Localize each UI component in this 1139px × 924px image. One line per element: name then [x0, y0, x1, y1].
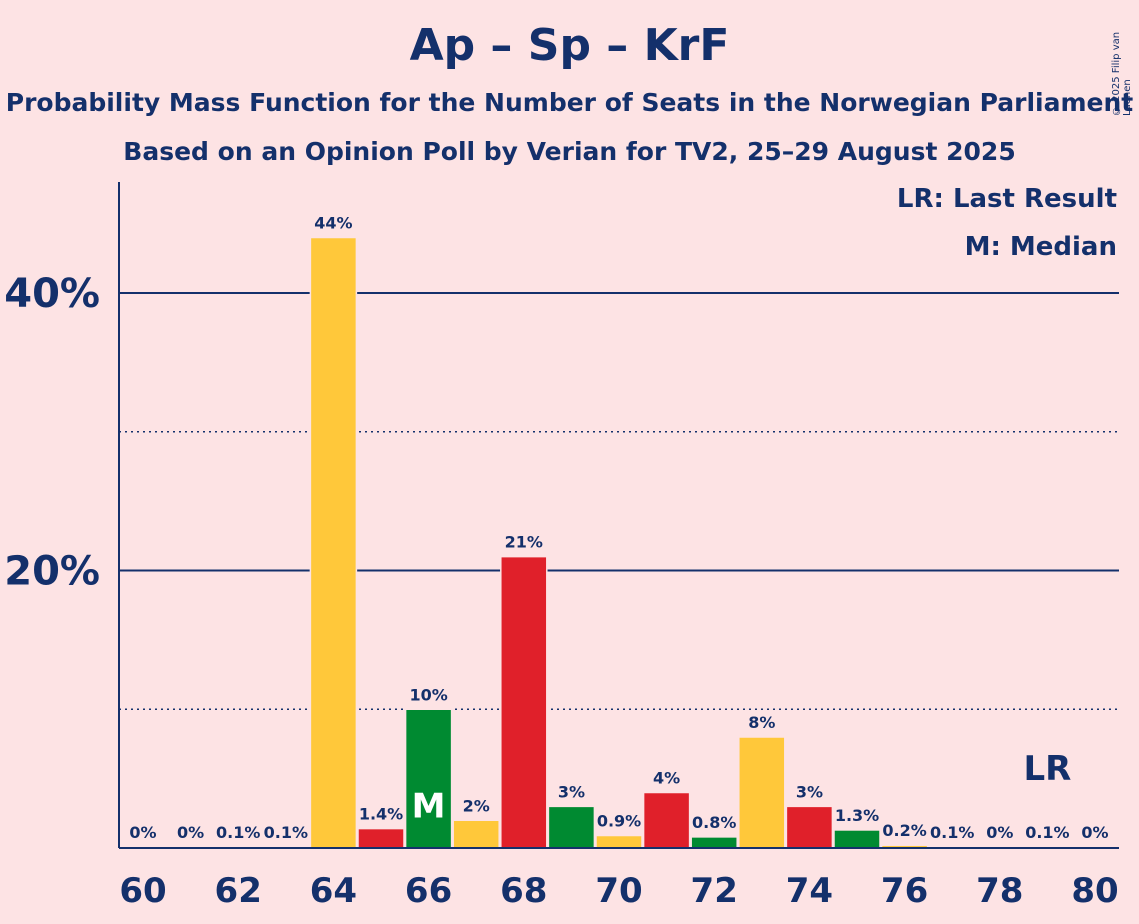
data-label: 2% [463, 796, 490, 815]
bar-seat-66 [404, 708, 453, 849]
y-tick-label: 20% [4, 549, 100, 595]
x-tick-label: 70 [595, 871, 642, 911]
data-label: 44% [314, 214, 352, 233]
x-tick-label: 76 [881, 871, 928, 911]
data-label: 3% [558, 782, 585, 801]
legend-last-result: LR: Last Result [896, 184, 1117, 214]
x-tick-label: 68 [500, 871, 547, 911]
last-result-marker: LR [1023, 749, 1071, 789]
data-label: 0.8% [692, 813, 736, 832]
data-label: 1.3% [835, 806, 879, 825]
legend-median: M: Median [964, 232, 1117, 262]
bar-seat-67 [452, 819, 500, 849]
data-label: 0% [1081, 823, 1108, 842]
data-label: 4% [653, 769, 680, 788]
x-tick-label: 66 [405, 871, 452, 911]
chart-title: Ap – Sp – KrF [409, 20, 730, 71]
data-label: 0% [986, 823, 1013, 842]
data-label: 1.4% [359, 805, 403, 824]
data-label: 21% [505, 533, 543, 552]
x-tick-label: 72 [691, 871, 738, 911]
data-label: 0% [129, 823, 156, 842]
bar-seat-74 [785, 805, 834, 849]
bar-seat-71 [642, 791, 691, 849]
x-tick-label: 78 [976, 871, 1023, 911]
bar-seat-69 [547, 805, 596, 849]
data-label: 0.2% [882, 821, 926, 840]
x-tick-label: 80 [1071, 871, 1118, 911]
bar-seat-64 [309, 236, 358, 849]
x-tick-label: 64 [310, 871, 357, 911]
data-label: 0.1% [216, 823, 260, 842]
x-tick-label: 74 [786, 871, 833, 911]
data-label: 0.1% [1025, 823, 1069, 842]
y-tick-label: 40% [4, 271, 100, 317]
chart-subtitle-2: Based on an Opinion Poll by Verian for T… [123, 137, 1016, 166]
chart-subtitle-1: Probability Mass Function for the Number… [5, 88, 1134, 117]
bar-seat-68 [500, 555, 548, 849]
data-label: 10% [409, 685, 447, 704]
bar-seat-75 [833, 829, 881, 849]
bar-seat-72 [690, 836, 738, 849]
data-label: 8% [748, 713, 775, 732]
x-tick-label: 62 [215, 871, 262, 911]
bar-seat-70 [595, 834, 643, 849]
data-label: 0.1% [930, 823, 974, 842]
bar-seat-73 [738, 736, 786, 849]
data-label: 0% [177, 823, 204, 842]
data-label: 3% [796, 782, 823, 801]
median-marker: M [412, 786, 446, 826]
x-tick-label: 60 [119, 871, 166, 911]
data-label: 0.9% [597, 812, 641, 831]
bar-seat-65 [357, 827, 405, 849]
data-label: 0.1% [264, 823, 308, 842]
